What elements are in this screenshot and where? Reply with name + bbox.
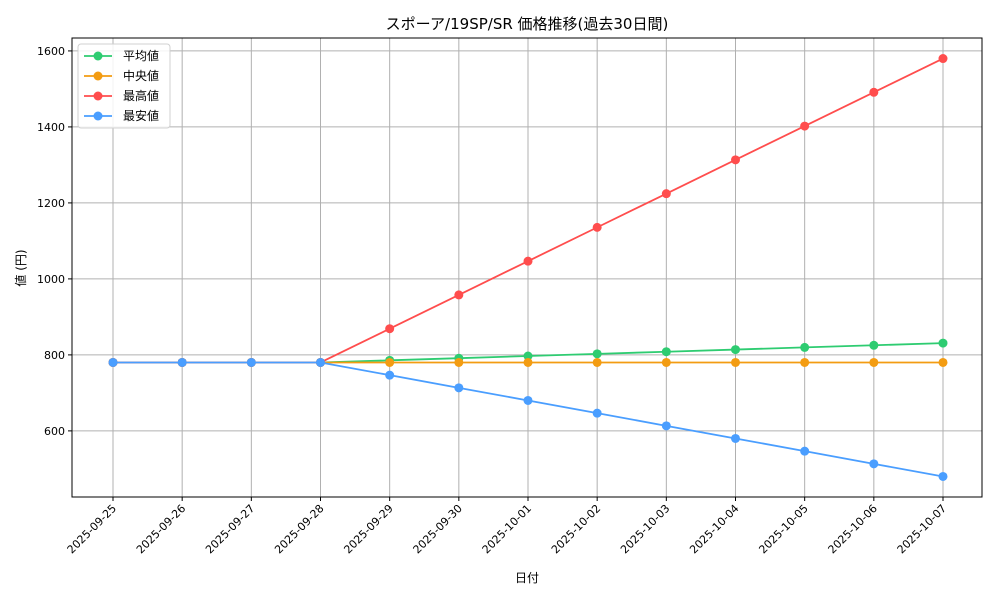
data-point xyxy=(938,357,948,367)
data-point xyxy=(385,324,395,334)
x-tick-label: 2025-10-04 xyxy=(687,502,741,556)
y-axis-label: 値 (円) xyxy=(13,249,28,286)
data-point xyxy=(454,290,464,300)
data-point xyxy=(523,357,533,367)
data-point xyxy=(731,357,740,367)
x-tick-label: 2025-10-07 xyxy=(895,502,949,556)
x-tick-label: 2025-10-01 xyxy=(480,502,534,556)
data-point xyxy=(523,256,533,266)
x-tick-label: 2025-09-27 xyxy=(203,502,257,556)
data-point xyxy=(938,471,948,481)
y-tick-label: 1600 xyxy=(37,45,65,58)
data-point xyxy=(592,357,602,367)
y-tick-label: 600 xyxy=(44,425,65,438)
legend-marker xyxy=(93,91,103,101)
data-point xyxy=(869,340,879,350)
data-point xyxy=(177,357,187,367)
data-point xyxy=(661,357,671,367)
data-point xyxy=(800,446,810,456)
x-axis-label: 日付 xyxy=(515,571,539,585)
legend-marker xyxy=(93,51,103,61)
data-point xyxy=(592,408,602,418)
legend-label: 最安値 xyxy=(123,108,159,123)
data-point xyxy=(661,189,671,199)
y-tick-label: 800 xyxy=(44,349,65,362)
legend-marker xyxy=(93,111,103,121)
x-tick-label: 2025-09-28 xyxy=(272,502,326,556)
legend-marker xyxy=(93,71,103,81)
data-point xyxy=(454,357,464,367)
x-tick-label: 2025-10-05 xyxy=(756,502,810,556)
data-point xyxy=(800,121,810,131)
data-point xyxy=(385,370,395,380)
x-tick-label: 2025-09-29 xyxy=(341,502,395,556)
data-point xyxy=(869,87,879,97)
x-tick-label: 2025-09-25 xyxy=(65,502,119,556)
data-point xyxy=(523,395,533,405)
y-tick-label: 1400 xyxy=(37,121,65,134)
legend-label: 最高値 xyxy=(123,88,159,103)
data-point xyxy=(316,357,325,367)
data-point xyxy=(523,351,533,361)
data-point xyxy=(246,357,256,367)
x-tick-label: 2025-10-02 xyxy=(549,502,603,556)
chart-title: スポーア/19SP/SR 価格推移(過去30日間) xyxy=(386,15,669,33)
legend-label: 中央値 xyxy=(123,68,159,83)
series-3 xyxy=(108,357,948,481)
data-point xyxy=(108,357,118,367)
data-point xyxy=(869,459,879,469)
data-point xyxy=(661,421,671,431)
data-point xyxy=(592,349,602,359)
data-point xyxy=(592,222,602,232)
data-point xyxy=(869,357,879,367)
data-point xyxy=(454,383,464,393)
data-point xyxy=(731,433,740,443)
legend-box xyxy=(77,43,171,129)
plot-frame xyxy=(71,37,983,498)
x-tick-label: 2025-09-26 xyxy=(134,502,188,556)
data-point xyxy=(731,345,740,355)
x-tick-label: 2025-10-03 xyxy=(618,502,672,556)
legend-label: 平均値 xyxy=(123,48,159,63)
data-point xyxy=(800,342,810,352)
data-point xyxy=(938,338,948,348)
data-point xyxy=(938,54,948,64)
y-tick-label: 1200 xyxy=(37,197,65,210)
data-point xyxy=(731,155,740,165)
x-tick-label: 2025-09-30 xyxy=(411,502,465,556)
x-tick-label: 2025-10-06 xyxy=(826,502,880,556)
y-tick-label: 1000 xyxy=(37,273,65,286)
data-point xyxy=(385,357,395,367)
data-point xyxy=(800,357,810,367)
data-point xyxy=(661,347,671,357)
